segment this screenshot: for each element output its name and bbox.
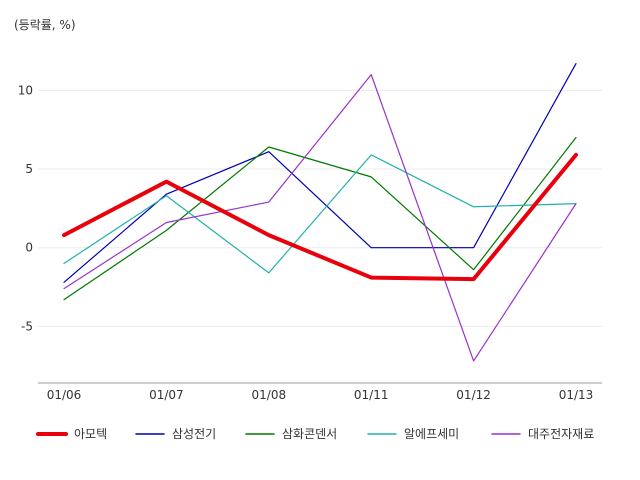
grid-lines xyxy=(38,89,602,327)
x-tick-label: 01/12 xyxy=(456,388,491,402)
series-lines xyxy=(62,63,578,362)
y-tick-label: -5 xyxy=(21,319,33,333)
legend-label: 삼화콘덴서 xyxy=(282,427,337,441)
y-axis-ticks: 10 5 0 -5 xyxy=(18,83,33,333)
series-line xyxy=(63,74,577,362)
x-tick-label: 01/13 xyxy=(559,388,594,402)
y-tick-label: 0 xyxy=(25,241,33,255)
x-axis-ticks: 01/06 01/07 01/08 01/11 01/12 01/13 xyxy=(47,388,594,402)
legend-label: 대주전자재료 xyxy=(528,427,594,441)
y-tick-label: 10 xyxy=(18,83,33,97)
legend: 아모텍 삼성전기 삼화콘덴서 알에프세미 대주전자재료 xyxy=(36,427,594,441)
legend-label: 삼성전기 xyxy=(172,427,216,441)
legend-label: 아모텍 xyxy=(74,427,107,441)
series-line xyxy=(62,152,578,282)
y-tick-label: 5 xyxy=(25,162,33,176)
series-line xyxy=(63,136,577,301)
x-tick-label: 01/06 xyxy=(47,388,82,402)
y-unit-label: (등락률, %) xyxy=(14,18,76,32)
series-line xyxy=(63,154,577,274)
legend-label: 알에프세미 xyxy=(404,427,459,441)
series-line xyxy=(63,63,577,283)
x-tick-label: 01/07 xyxy=(149,388,184,402)
x-tick-label: 01/08 xyxy=(252,388,287,402)
x-tick-label: 01/11 xyxy=(354,388,389,402)
